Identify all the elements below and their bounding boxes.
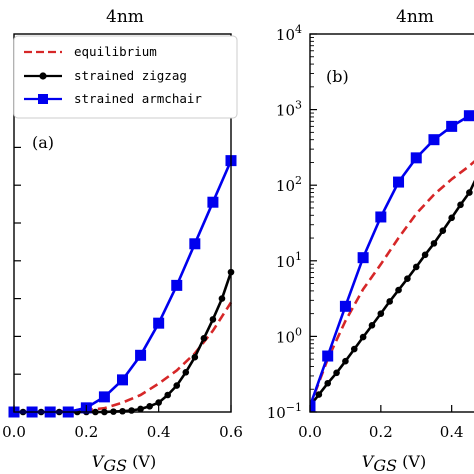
legend-frame <box>13 35 238 119</box>
panel-a-point-strained-zigzag <box>164 391 172 399</box>
legend-label-equilibrium: equilibrium <box>74 44 157 59</box>
panel-b-xtick-label: 0.2 <box>369 423 393 441</box>
panel-a-title: 4nm <box>106 7 144 27</box>
panel-b-point-strained-zigzag <box>457 201 464 209</box>
panel-b-point-strained-zigzag <box>430 240 438 247</box>
panel-b-axes-frame <box>309 33 474 413</box>
panel-a-xlabel: VGS (V) <box>92 452 156 474</box>
panel-a-point-strained-zigzag <box>146 403 153 410</box>
panel-a-point-strained-armchair <box>207 196 219 208</box>
legend-marker-strained-armchair <box>38 94 48 104</box>
panel-b-point-strained-armchair <box>375 211 387 223</box>
panel-b-ytick-label: 101 <box>276 250 302 271</box>
panel-a-point-strained-armchair <box>189 238 201 250</box>
panel-b-point-strained-armchair <box>357 252 369 264</box>
panel-b-point-strained-zigzag <box>368 322 376 329</box>
panel-a-point-strained-zigzag <box>119 407 126 415</box>
panel-b-line-equilibrium <box>310 160 474 407</box>
panel-b-label: (b) <box>326 67 349 86</box>
panel-b-point-strained-armchair <box>463 110 474 122</box>
panel-b-point-strained-zigzag <box>350 345 358 353</box>
panel-a-label: (a) <box>32 133 54 152</box>
panel-a-point-strained-zigzag <box>137 405 144 413</box>
panel-b-point-strained-zigzag <box>448 214 455 222</box>
panel-a-point-strained-zigzag <box>191 353 199 361</box>
panel-b-xlabel: VGS (V) <box>362 452 426 474</box>
panel-b-ytick-label: 103 <box>276 99 302 120</box>
panel-a-xtick-label: 0.2 <box>74 423 98 441</box>
panel-b-ytick-label: 104 <box>276 23 302 44</box>
panel-a-line-strained-zigzag <box>14 271 233 414</box>
panel-b-point-strained-zigzag <box>359 333 367 341</box>
panel-b-point-strained-zigzag <box>466 189 473 196</box>
panel-b-point-strained-zigzag <box>412 263 420 271</box>
legend-marker-strained-zigzag <box>39 72 47 80</box>
panel-b-plot-area: 10−1 100 101 102 103 104 0.0 0.2 0.4 <box>267 23 474 441</box>
panel-b-point-strained-zigzag <box>324 379 332 387</box>
panel-b-point-strained-zigzag <box>315 391 323 398</box>
panel-a-line-strained-armchair <box>14 160 233 414</box>
panel-b-series-group <box>310 110 474 412</box>
panel-a-point-strained-zigzag <box>182 369 190 376</box>
legend: equilibrium strained zigzag strained arm… <box>13 35 238 119</box>
panel-b-xtick-label: 0.0 <box>298 423 322 441</box>
panel-a-point-strained-zigzag <box>128 407 135 414</box>
panel-b-ytick-label: 102 <box>276 174 302 195</box>
panel-a-point-strained-zigzag <box>209 316 217 323</box>
panel-a-point-strained-armchair <box>153 317 165 329</box>
panel-b-point-strained-armchair <box>310 400 316 412</box>
panel-a-point-strained-zigzag <box>173 382 181 389</box>
panel-b-point-strained-zigzag <box>421 251 429 259</box>
panel-a-point-strained-zigzag <box>200 334 208 342</box>
panel-a-xtick-label: 0.6 <box>219 423 243 441</box>
panel-a-xtick-label: 0.4 <box>147 423 171 441</box>
panel-a-point-strained-zigzag <box>155 399 162 406</box>
panel-b-point-strained-zigzag <box>439 227 447 235</box>
panel-b-point-strained-zigzag <box>404 275 411 282</box>
panel-a-point-strained-armchair <box>171 279 183 291</box>
panel-b-point-strained-zigzag <box>342 357 349 365</box>
panel-a-line-equilibrium <box>14 301 233 414</box>
panel-b-ytick-label: 10−1 <box>267 401 302 422</box>
panel-b-point-strained-armchair <box>339 300 351 312</box>
panel-b-point-strained-zigzag <box>377 310 385 317</box>
panel-b-point-strained-zigzag <box>395 286 402 294</box>
panel-a-point-strained-armchair <box>117 374 128 386</box>
panel-a-axes-frame <box>13 33 232 413</box>
panel-b-point-strained-zigzag <box>333 369 340 377</box>
panel-b-xtick-label: 0.4 <box>440 423 464 441</box>
panel-b-point-strained-armchair <box>322 350 334 362</box>
panel-b-point-strained-armchair <box>393 176 405 188</box>
panel-a-xtick-label: 0.0 <box>2 423 26 441</box>
panel-a-plot-area: 0.0 0.2 0.4 0.6 <box>2 33 243 441</box>
panel-b-point-strained-armchair <box>428 134 440 146</box>
legend-label-strained-zigzag: strained zigzag <box>74 68 187 83</box>
legend-label-strained-armchair: strained armchair <box>74 91 202 106</box>
panel-b-title: 4nm <box>396 7 434 27</box>
panel-b-point-strained-armchair <box>446 120 458 132</box>
panel-a-point-strained-zigzag <box>218 295 226 302</box>
panel-b: 4nm 10−1 100 101 102 103 104 0.0 0.2 0.4 (b) VGS… <box>267 7 474 474</box>
panel-b-point-strained-armchair <box>410 152 422 164</box>
panel-a: 4nm 0.0 0.2 0.4 0.6 (a) equilibrium straine… <box>2 7 243 474</box>
panel-a-point-strained-armchair <box>98 391 110 403</box>
panel-b-line-strained-armchair <box>310 112 474 407</box>
panel-a-point-strained-armchair <box>135 349 147 361</box>
panel-b-ytick-label: 100 <box>276 325 302 346</box>
panel-b-point-strained-zigzag <box>386 298 393 305</box>
